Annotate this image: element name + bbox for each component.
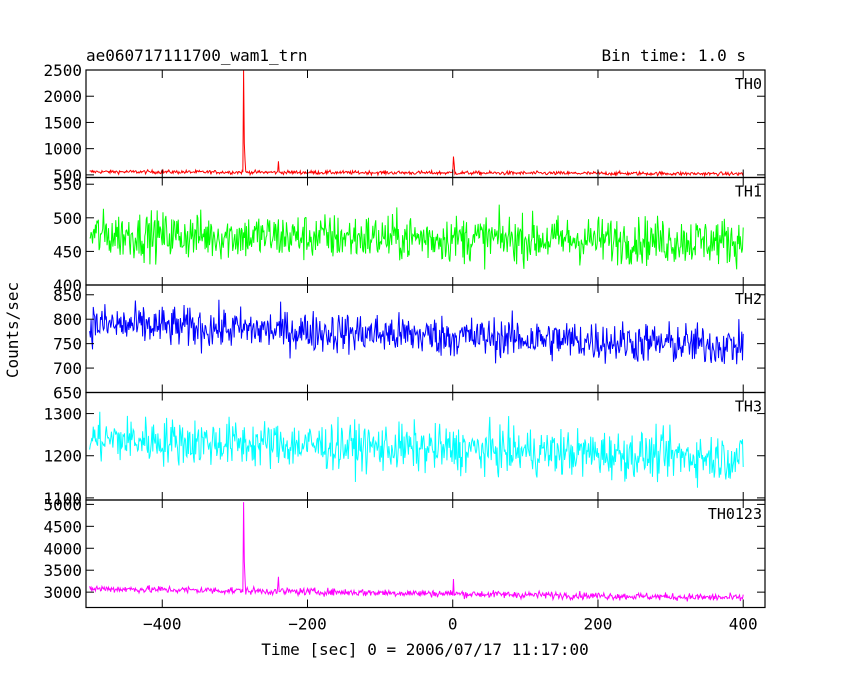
y-tick-label: 750 xyxy=(53,335,82,354)
y-tick-label: 2000 xyxy=(43,87,82,106)
panel-th2: 650 700 750 800 850 TH2 xyxy=(53,284,766,403)
y-tick-label: 1000 xyxy=(43,140,82,159)
series-line-th0123 xyxy=(89,502,744,602)
y-tick-label: 1500 xyxy=(43,113,82,132)
y-tick-label: 4000 xyxy=(43,539,82,558)
y-tick-label: 400 xyxy=(53,276,82,295)
panel-label: TH0 xyxy=(735,75,762,93)
panel-frame xyxy=(85,69,766,179)
y-tick-label: 450 xyxy=(53,242,82,261)
series-line-th2 xyxy=(89,299,744,365)
y-tick-label: 500 xyxy=(53,166,82,185)
chart-title: ae060717111700_wam1_trn xyxy=(86,46,308,65)
panel-th3: 1100 1200 1300 TH3 xyxy=(43,391,766,508)
x-tick-label: −400 xyxy=(143,615,182,634)
series-line-th3 xyxy=(89,411,744,488)
y-tick-label: 650 xyxy=(53,384,82,403)
y-tick-label: 850 xyxy=(53,286,82,305)
y-tick-label: 800 xyxy=(53,310,82,329)
y-tick-label: 3500 xyxy=(43,561,82,580)
y-axis-label: Counts/sec xyxy=(3,282,22,378)
panel-frame xyxy=(85,499,766,609)
panel-label: TH2 xyxy=(735,290,762,308)
y-tick-label: 700 xyxy=(53,359,82,378)
x-tick-label: 200 xyxy=(584,615,613,634)
x-tick-label: 400 xyxy=(729,615,758,634)
y-tick-label: 4500 xyxy=(43,517,82,536)
x-axis-label: Time [sec] 0 = 2006/07/17 11:17:00 xyxy=(261,640,589,659)
y-tick-label: 500 xyxy=(53,209,82,228)
y-tick-label: 1200 xyxy=(43,447,82,466)
panel-label: TH3 xyxy=(735,398,762,416)
x-tick-label: −200 xyxy=(288,615,327,634)
panel-th0: 500 1000 1500 2000 2500 TH0 xyxy=(43,61,766,185)
y-tick-label: 1100 xyxy=(43,489,82,508)
series-line-th0 xyxy=(89,70,744,178)
y-tick-label: 550 xyxy=(53,175,82,194)
y-tick-label: 2500 xyxy=(43,61,82,80)
series-line-th1 xyxy=(89,204,744,270)
panel-th0123: 3000 3500 4000 4500 5000 TH0123 xyxy=(43,495,766,609)
y-tick-label: 3000 xyxy=(43,583,82,602)
panel-th1: 400 450 500 550 TH1 xyxy=(53,175,766,295)
bin-time-label: Bin time: 1.0 s xyxy=(602,46,747,65)
y-tick-label: 5000 xyxy=(43,495,82,514)
x-tick-label: 0 xyxy=(448,615,458,634)
panel-label: TH0123 xyxy=(708,505,762,523)
y-tick-label: 1300 xyxy=(43,405,82,424)
panel-label: TH1 xyxy=(735,183,762,201)
